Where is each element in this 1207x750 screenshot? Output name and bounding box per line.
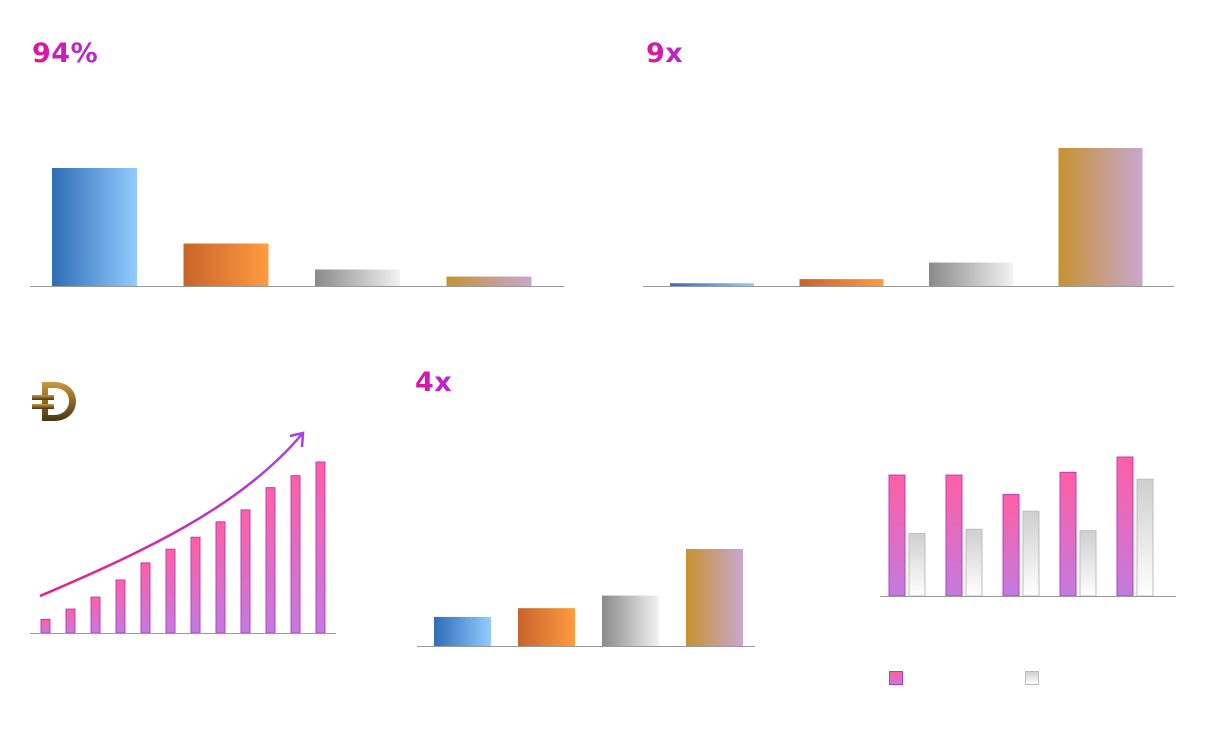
dogecoin-icon xyxy=(32,382,76,421)
chart2-bar-2 xyxy=(799,279,884,286)
chart3-bar-11 xyxy=(290,475,301,634)
grouped-bar-chart xyxy=(878,452,1178,600)
legend-swatch-silver xyxy=(1025,671,1039,685)
chart3-bar-6 xyxy=(165,548,176,634)
chart5-series1-bar-1 xyxy=(888,474,906,597)
chart2-bar-1 xyxy=(670,283,754,286)
chart5-series2-bar-2 xyxy=(965,528,983,597)
legend-swatch-pink xyxy=(889,671,903,685)
chart5-series1-bar-5 xyxy=(1116,456,1134,597)
chart3-bar-3 xyxy=(90,596,101,634)
chart3-bar-8 xyxy=(215,521,226,634)
chart3-bar-9 xyxy=(240,509,251,634)
chart3-bar-1 xyxy=(40,618,51,634)
chart1-bar-3 xyxy=(315,269,400,286)
chart5-series2-bar-3 xyxy=(1022,510,1040,597)
chart4-bar-1 xyxy=(434,616,491,646)
chart5-series2-bar-5 xyxy=(1136,478,1154,597)
bar-chart-1 xyxy=(30,160,566,290)
stat-top-left: 94% xyxy=(32,38,99,69)
bar-chart-growth xyxy=(30,428,340,638)
chart5-series1-bar-4 xyxy=(1059,471,1077,597)
chart1-bar-1 xyxy=(52,168,137,286)
chart5-series2-bar-1 xyxy=(908,532,926,597)
bar-chart-3 xyxy=(417,545,757,649)
stat-bottom-middle: 4x xyxy=(415,367,453,398)
chart5-series1-bar-2 xyxy=(945,474,963,597)
chart3-bar-10 xyxy=(265,487,276,634)
chart3-bar-2 xyxy=(65,608,76,634)
chart4-bar-2 xyxy=(518,608,575,646)
chart5-series2-bar-4 xyxy=(1079,530,1097,597)
chart1-bar-4 xyxy=(446,276,532,286)
chart1-bar-2 xyxy=(183,243,269,286)
chart3-bar-7 xyxy=(190,536,201,634)
chart4-bar-4 xyxy=(686,549,743,646)
chart2-bar-4 xyxy=(1058,148,1143,286)
chart2-bar-3 xyxy=(929,262,1013,286)
chart5-series1-bar-3 xyxy=(1002,494,1020,597)
chart3-bar-12 xyxy=(315,461,326,634)
trend-arrow-icon xyxy=(39,433,303,598)
stat-top-right: 9x xyxy=(646,38,684,69)
trend-arrowhead xyxy=(289,431,305,448)
bar-chart-2 xyxy=(643,140,1176,290)
chart4-bar-3 xyxy=(602,595,659,646)
chart3-bar-4 xyxy=(115,579,126,634)
chart3-bar-5 xyxy=(140,562,151,634)
